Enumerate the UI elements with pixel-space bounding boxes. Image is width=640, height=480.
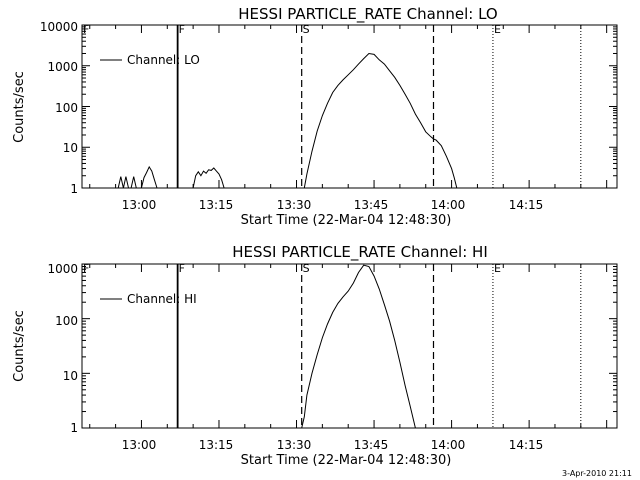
y-axis-label: Counts/sec xyxy=(12,310,27,382)
plot-frame xyxy=(81,263,618,429)
timestamp: 3-Apr-2010 21:11 xyxy=(562,469,632,478)
x-ticks: 13:00 13:15 13:30 13:45 14:00 14:15 xyxy=(122,438,544,452)
event-marker-label: F xyxy=(83,262,89,275)
y-tick-label: 100 xyxy=(55,101,78,115)
y-ticks: 10000 1000 100 10 1 xyxy=(40,20,78,196)
x-tick-label: 13:45 xyxy=(354,198,389,212)
event-marker-label: F xyxy=(179,262,185,275)
event-marker-label: S xyxy=(303,23,310,36)
event-marker-label: S xyxy=(303,262,310,275)
y-tick-label: 10 xyxy=(63,369,78,383)
x-tick-label: 14:00 xyxy=(431,198,466,212)
hi-channel-panel: HESSI PARTICLE_RATE Channel: HI 1000 100… xyxy=(12,243,618,468)
legend-label: Channel: HI xyxy=(127,292,197,306)
x-tick-label: 14:15 xyxy=(509,198,544,212)
y-tick-label: 100 xyxy=(55,314,78,328)
legend-label: Channel: LO xyxy=(127,53,200,67)
y-tick-label: 1000 xyxy=(47,60,78,74)
x-axis-label: Start Time (22-Mar-04 12:48:30) xyxy=(241,213,452,228)
series-line xyxy=(117,165,158,189)
y-tick-label: 1000 xyxy=(47,262,78,276)
x-tick-label: 13:30 xyxy=(277,438,312,452)
y-tick-label: 1 xyxy=(70,182,78,196)
y-axis-label: Counts/sec xyxy=(12,71,27,143)
chart-title: HESSI PARTICLE_RATE Channel: LO xyxy=(238,5,497,24)
x-tick-label: 14:15 xyxy=(509,438,544,452)
x-tick-label: 13:30 xyxy=(277,198,312,212)
legend: Channel: LO xyxy=(100,53,200,67)
x-tick-label: 13:15 xyxy=(199,198,234,212)
y-ticks: 1000 100 10 1 xyxy=(47,262,78,435)
series-line xyxy=(303,52,458,189)
x-axis-label: Start Time (22-Mar-04 12:48:30) xyxy=(241,453,452,468)
x-tick-label: 13:00 xyxy=(122,438,157,452)
y-tick-label: 10 xyxy=(63,141,78,155)
event-marker-label: E xyxy=(494,23,501,36)
x-tick-label: 13:00 xyxy=(122,198,157,212)
x-tick-label: 14:00 xyxy=(431,438,466,452)
x-tick-label: 13:15 xyxy=(199,438,234,452)
y-tick-label: 1 xyxy=(70,421,78,435)
x-tick-label: 13:45 xyxy=(354,438,389,452)
event-marker-label: E xyxy=(494,262,501,275)
plot-frame xyxy=(81,24,618,189)
chart-title: HESSI PARTICLE_RATE Channel: HI xyxy=(232,243,488,262)
event-marker-label: F xyxy=(179,23,185,36)
series-line xyxy=(192,167,225,189)
x-ticks: 13:00 13:15 13:30 13:45 14:00 14:15 xyxy=(122,198,544,212)
lo-channel-panel: HESSI PARTICLE_RATE Channel: LO 10000 10… xyxy=(12,5,618,228)
y-tick-label: 10000 xyxy=(40,20,78,34)
event-marker-label: F xyxy=(83,23,89,36)
series-line xyxy=(301,264,416,429)
legend: Channel: HI xyxy=(100,292,197,306)
